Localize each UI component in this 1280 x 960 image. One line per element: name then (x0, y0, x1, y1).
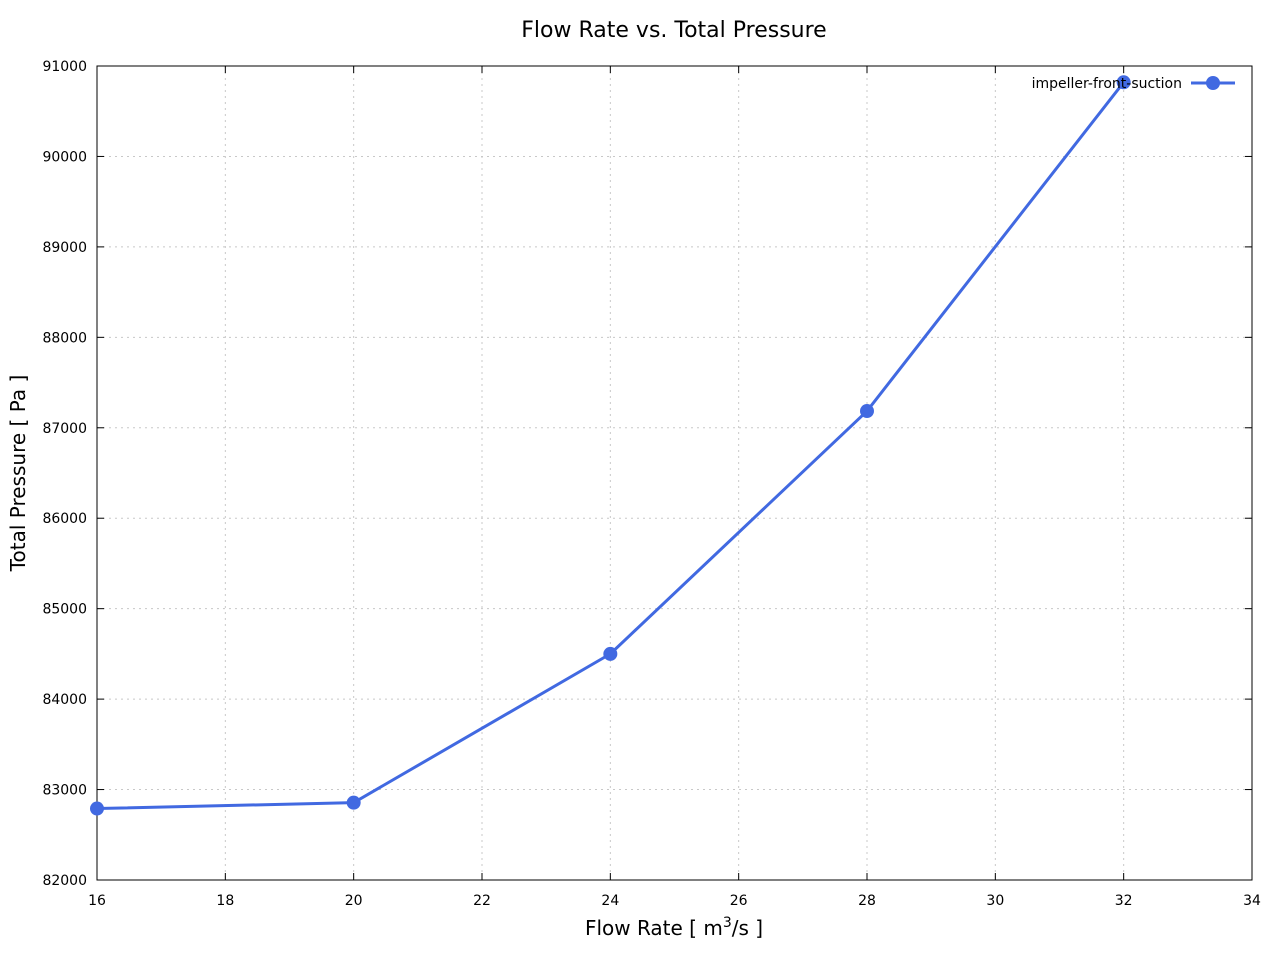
x-axis-label: Flow Rate [ m3/s ] (585, 915, 763, 940)
x-tick-labels: 16 18 20 22 24 26 28 30 32 34 (88, 893, 1261, 909)
y-tick-label: 91000 (42, 59, 87, 75)
x-axis-label-main: Flow Rate [ m (585, 916, 723, 940)
data-point (860, 404, 874, 419)
x-tick-label: 20 (345, 893, 363, 909)
y-tick-label: 89000 (42, 240, 87, 256)
data-point (346, 795, 361, 810)
y-tick-label: 83000 (42, 783, 87, 799)
x-tick-label: 34 (1243, 893, 1261, 909)
legend-marker (1206, 76, 1220, 90)
x-tick-label: 24 (601, 893, 619, 909)
grid-lines (97, 66, 1252, 880)
y-tick-label: 87000 (42, 421, 87, 437)
y-tick-label: 90000 (42, 149, 87, 165)
x-axis-label-superscript: 3 (723, 915, 732, 931)
y-tick-label: 84000 (42, 692, 87, 708)
x-tick-label: 32 (1115, 893, 1133, 909)
data-point (1116, 75, 1131, 90)
y-tick-labels: 82000 83000 84000 85000 86000 87000 88000 89000… (42, 59, 87, 889)
plot-frame (96, 65, 1253, 881)
y-tick-label: 86000 (42, 511, 87, 527)
x-axis-label-suffix: /s ] (732, 916, 763, 940)
y-axis-label: Total Pressure [ Pa ] (6, 375, 30, 573)
y-tick-label: 88000 (42, 330, 87, 346)
x-tick-label: 28 (858, 893, 876, 909)
axis-ticks (96, 65, 1253, 881)
data-point (603, 646, 618, 661)
y-tick-label: 85000 (42, 602, 87, 618)
x-tick-label: 18 (216, 893, 234, 909)
data-point (90, 801, 104, 816)
x-tick-label: 26 (730, 893, 748, 909)
x-tick-label: 30 (986, 893, 1004, 909)
series-layer (90, 75, 1131, 816)
chart-title: Flow Rate vs. Total Pressure (521, 18, 826, 43)
y-tick-label: 82000 (42, 873, 87, 889)
x-tick-label: 16 (88, 893, 106, 909)
legend: impeller-front-suction (1032, 76, 1235, 92)
legend-label: impeller-front-suction (1032, 76, 1182, 92)
x-tick-label: 22 (473, 893, 491, 909)
